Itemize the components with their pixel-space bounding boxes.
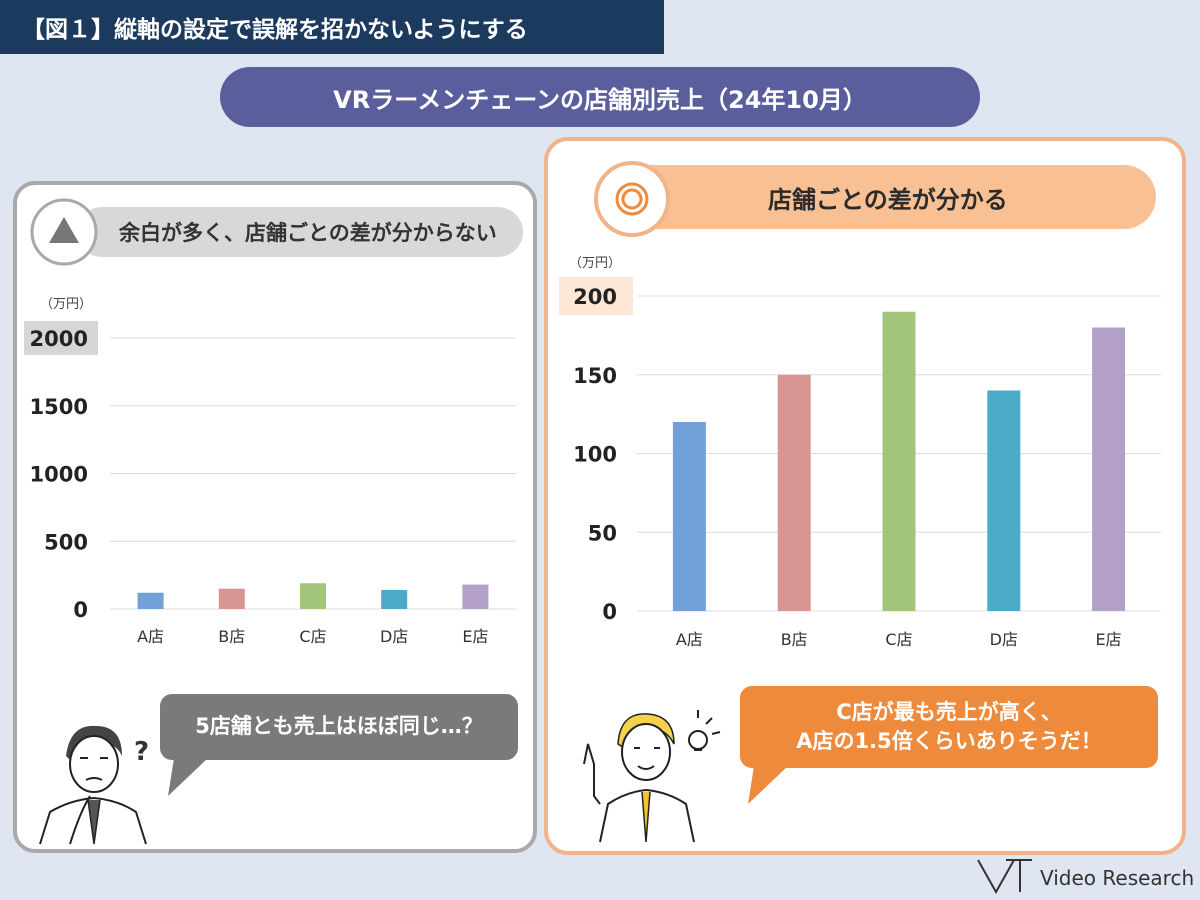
left-bar <box>462 584 489 609</box>
left-x-category-label: E店 <box>462 627 488 646</box>
left-x-category-label: A店 <box>137 627 164 646</box>
left-panel-header-text: 余白が多く、店舗ごとの差が分からない <box>119 221 497 245</box>
right-x-category-label: D店 <box>990 630 1018 649</box>
right-y-tick-label: 0 <box>602 600 617 624</box>
left-y-tick-label: 0 <box>73 598 88 622</box>
right-y-tick-label: 150 <box>573 364 617 388</box>
left-highlight-tick-bg <box>24 321 98 355</box>
triangle-badge-icon <box>30 198 98 266</box>
right-bar-chart: （万円） 0 50 100 150 200 A店 B店 C店 D店 E店 <box>559 256 1161 649</box>
right-bar <box>777 374 811 611</box>
left-y-tick-label: 1500 <box>30 395 88 419</box>
left-y-tick-label: 1000 <box>30 463 88 487</box>
right-bar <box>882 311 916 611</box>
right-panel-header: 店舗ごとの差が分かる <box>618 165 1156 229</box>
video-research-logo: Video Research <box>976 858 1194 894</box>
left-bar <box>218 588 245 609</box>
right-bar <box>987 390 1021 611</box>
logo-text: Video Research <box>1040 866 1195 890</box>
right-x-category-label: A店 <box>676 630 703 649</box>
right-bubble-line1: C店が最も売上が高く、 <box>836 699 1062 724</box>
left-bar <box>137 592 164 609</box>
left-bar <box>381 590 408 609</box>
right-x-category-label: C店 <box>885 630 912 649</box>
right-bubble-tail <box>748 766 788 804</box>
right-bar <box>672 422 706 611</box>
pointing-man-illustration <box>583 710 721 843</box>
right-x-category-label: E店 <box>1096 630 1122 649</box>
left-bubble-tail <box>168 758 208 796</box>
left-panel-header: 余白が多く、店舗ごとの差が分からない <box>77 207 523 257</box>
main-title: VRラーメンチェーンの店舗別売上（24年10月） <box>220 67 980 127</box>
right-bubble-line2: A店の1.5倍くらいありそうだ！ <box>796 729 1102 753</box>
left-x-category-label: C店 <box>299 627 326 646</box>
svg-text:?: ? <box>134 737 149 767</box>
left-x-category-label: D店 <box>380 627 408 646</box>
left-bubble-text: 5店舗とも売上はほぼ同じ…？ <box>195 714 483 739</box>
left-x-category-label: B店 <box>218 627 245 646</box>
right-y-tick-label: 200 <box>573 285 617 309</box>
figure-label: 【図１】縦軸の設定で誤解を招かないようにする <box>0 0 664 54</box>
right-y-unit-label: （万円） <box>569 256 621 271</box>
left-y-tick-label: 500 <box>44 530 88 554</box>
right-x-category-label: B店 <box>781 630 808 649</box>
left-y-tick-label: 2000 <box>30 327 88 351</box>
left-bar-chart: （万円） 0 500 1000 1500 2000 A店 B店 C店 D店 E店 <box>24 297 516 646</box>
right-bar <box>1092 327 1126 611</box>
double-circle-badge-icon <box>594 161 670 237</box>
right-speech-bubble: C店が最も売上が高く、 A店の1.5倍くらいありそうだ！ <box>740 686 1158 768</box>
confused-man-illustration: ? <box>39 725 149 845</box>
left-y-unit-label: （万円） <box>40 297 92 312</box>
right-highlight-tick-bg <box>559 277 633 315</box>
right-y-tick-label: 50 <box>588 521 617 545</box>
right-panel-header-text: 店舗ごとの差が分かる <box>768 185 1008 214</box>
vr-logo-icon <box>977 859 1032 894</box>
left-bar <box>300 583 326 609</box>
left-speech-bubble: 5店舗とも売上はほぼ同じ…？ <box>160 694 518 760</box>
right-y-tick-label: 100 <box>573 443 617 467</box>
